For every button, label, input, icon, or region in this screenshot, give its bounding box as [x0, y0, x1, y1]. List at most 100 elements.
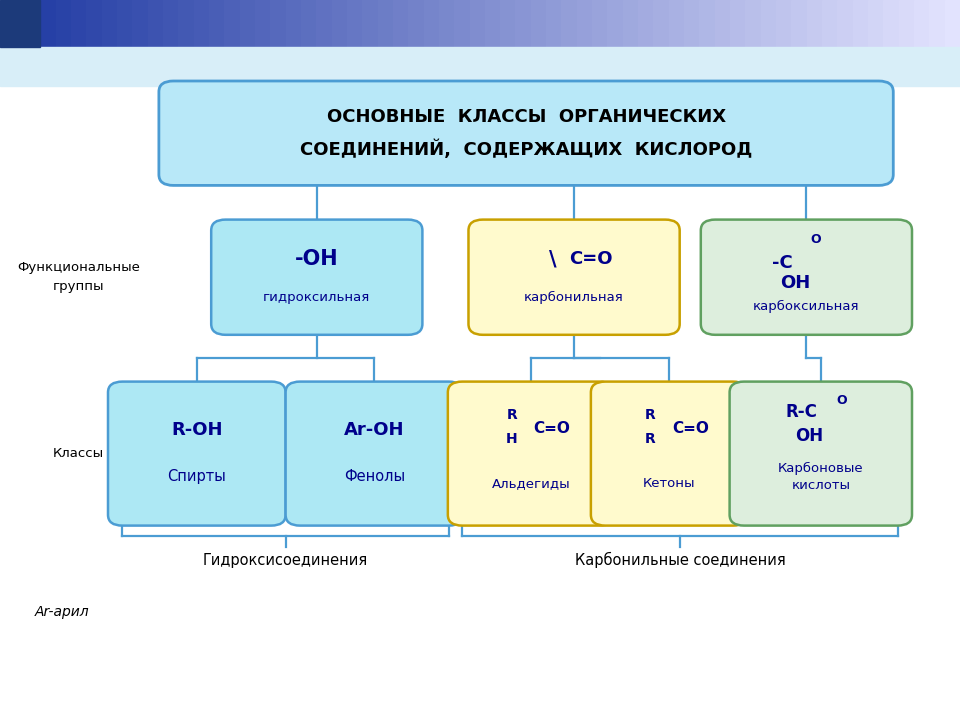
Text: R-OH: R-OH — [171, 420, 223, 438]
Text: C=O: C=O — [569, 250, 613, 268]
Text: карбонильная: карбонильная — [524, 291, 624, 304]
Bar — [86, 0, 102, 47]
Text: Фенолы: Фенолы — [344, 469, 405, 484]
Text: Ar-арил: Ar-арил — [36, 605, 89, 619]
Bar — [439, 0, 454, 47]
Text: \: \ — [549, 249, 557, 269]
FancyBboxPatch shape — [108, 382, 286, 526]
Bar — [791, 0, 806, 47]
FancyBboxPatch shape — [468, 220, 680, 335]
Bar — [929, 0, 945, 47]
Bar — [56, 0, 71, 47]
Bar — [148, 0, 163, 47]
Text: C=O: C=O — [672, 421, 708, 436]
Text: Функциональные
группы: Функциональные группы — [17, 261, 140, 293]
Bar — [638, 0, 654, 47]
Bar — [684, 0, 700, 47]
Bar — [837, 0, 852, 47]
Bar — [240, 0, 255, 47]
Bar — [0, 0, 40, 47]
Text: OH: OH — [795, 426, 824, 444]
Bar — [194, 0, 209, 47]
Bar — [868, 0, 883, 47]
Bar — [347, 0, 362, 47]
Bar — [163, 0, 179, 47]
Bar — [71, 0, 86, 47]
Bar — [516, 0, 531, 47]
Text: Альдегиды: Альдегиды — [492, 477, 570, 490]
Bar — [669, 0, 684, 47]
Bar — [362, 0, 377, 47]
Bar — [852, 0, 868, 47]
Text: O: O — [810, 233, 822, 246]
Bar — [654, 0, 669, 47]
Text: карбоксильная: карбоксильная — [754, 300, 859, 312]
Text: Гидроксисоединения: Гидроксисоединения — [203, 553, 369, 567]
Bar — [316, 0, 331, 47]
Bar — [0, 47, 960, 86]
Text: -OH: -OH — [295, 249, 339, 269]
Bar — [102, 0, 117, 47]
Bar — [914, 0, 929, 47]
Text: Спирты: Спирты — [167, 469, 227, 484]
FancyBboxPatch shape — [447, 382, 614, 526]
Text: -C: -C — [772, 254, 793, 271]
Bar — [117, 0, 132, 47]
Bar — [745, 0, 760, 47]
Text: Классы: Классы — [53, 447, 105, 460]
Bar — [760, 0, 776, 47]
Text: Карбонильные соединения: Карбонильные соединения — [574, 552, 785, 568]
Bar — [822, 0, 837, 47]
Bar — [700, 0, 715, 47]
Text: R-C: R-C — [785, 403, 818, 420]
Bar — [945, 0, 960, 47]
Bar — [623, 0, 638, 47]
Bar — [408, 0, 423, 47]
Bar — [331, 0, 347, 47]
Text: Карбоновые
кислоты: Карбоновые кислоты — [778, 462, 864, 492]
Bar — [377, 0, 393, 47]
Bar — [546, 0, 562, 47]
Text: R: R — [644, 432, 656, 446]
Text: H: H — [506, 432, 517, 446]
Bar — [300, 0, 316, 47]
Text: Ar-OH: Ar-OH — [344, 420, 405, 438]
Bar — [608, 0, 623, 47]
Bar — [469, 0, 485, 47]
Bar — [899, 0, 914, 47]
Bar — [776, 0, 791, 47]
FancyBboxPatch shape — [590, 382, 747, 526]
Bar — [132, 0, 148, 47]
Bar — [531, 0, 546, 47]
FancyBboxPatch shape — [159, 81, 894, 186]
Text: гидроксильная: гидроксильная — [263, 291, 371, 304]
Bar — [179, 0, 194, 47]
Text: O: O — [836, 394, 848, 407]
Text: R: R — [644, 408, 656, 423]
Bar — [209, 0, 225, 47]
Bar — [562, 0, 577, 47]
Text: OH: OH — [780, 274, 810, 292]
Bar — [454, 0, 469, 47]
FancyBboxPatch shape — [286, 382, 463, 526]
Bar — [393, 0, 408, 47]
Bar — [423, 0, 439, 47]
Text: R: R — [506, 408, 517, 423]
Bar — [883, 0, 899, 47]
FancyBboxPatch shape — [211, 220, 422, 335]
Bar — [806, 0, 822, 47]
Text: Кетоны: Кетоны — [643, 477, 695, 490]
Bar — [271, 0, 285, 47]
FancyBboxPatch shape — [730, 382, 912, 526]
Bar — [40, 0, 56, 47]
Bar — [730, 0, 745, 47]
Bar — [592, 0, 608, 47]
Bar — [255, 0, 271, 47]
Bar — [485, 0, 500, 47]
Bar — [225, 0, 240, 47]
Text: C=O: C=O — [534, 421, 570, 436]
Bar — [500, 0, 516, 47]
Bar — [715, 0, 730, 47]
Bar — [577, 0, 592, 47]
Bar — [285, 0, 300, 47]
